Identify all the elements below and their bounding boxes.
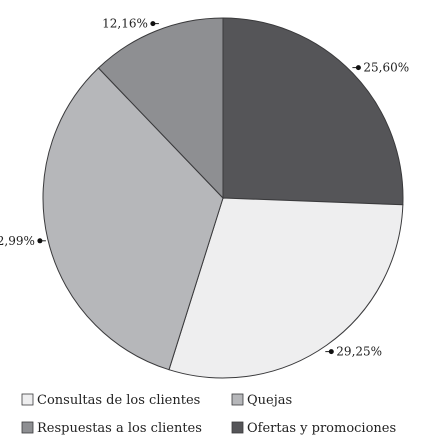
slice-label-ofertas-y-promociones: 25,60% bbox=[363, 61, 409, 75]
legend-swatch-respuestas-a-los-clientes bbox=[21, 421, 34, 434]
slice-label-respuestas-a-los-clientes: 12,16% bbox=[102, 17, 148, 31]
slice-labels: 25,60% 29,25% 32,99% 12,16% bbox=[0, 17, 409, 359]
slice-leader-dot-ofertas-y-promociones bbox=[355, 65, 361, 71]
legend: Consultas de los clientes Quejas Respuesta… bbox=[21, 393, 396, 436]
slice-label-consultas-de-los-clientes: 29,25% bbox=[336, 345, 382, 359]
pie-slice-ofertas-y-promociones bbox=[222, 17, 404, 206]
legend-label-quejas: Quejas bbox=[247, 393, 292, 408]
legend-swatch-ofertas-y-promociones bbox=[231, 421, 244, 434]
pie-slice-consultas-de-los-clientes bbox=[168, 197, 404, 379]
legend-label-consultas-de-los-clientes: Consultas de los clientes bbox=[37, 393, 200, 408]
legend-label-respuestas-a-los-clientes: Respuestas a los clientes bbox=[37, 421, 202, 436]
slice-leader-dot-respuestas-a-los-clientes bbox=[150, 21, 156, 27]
slice-label-quejas: 32,99% bbox=[0, 234, 35, 248]
slice-leader-dot-quejas bbox=[37, 238, 43, 244]
legend-label-ofertas-y-promociones: Ofertas y promociones bbox=[247, 421, 396, 436]
legend-swatch-quejas bbox=[231, 393, 244, 406]
pie-slices bbox=[42, 17, 404, 379]
pie-slice-respuestas-a-los-clientes bbox=[97, 17, 224, 200]
slice-leader-dot-consultas-de-los-clientes bbox=[328, 349, 334, 355]
pie-slice-quejas bbox=[42, 67, 224, 371]
legend-swatch-consultas-de-los-clientes bbox=[21, 393, 34, 406]
